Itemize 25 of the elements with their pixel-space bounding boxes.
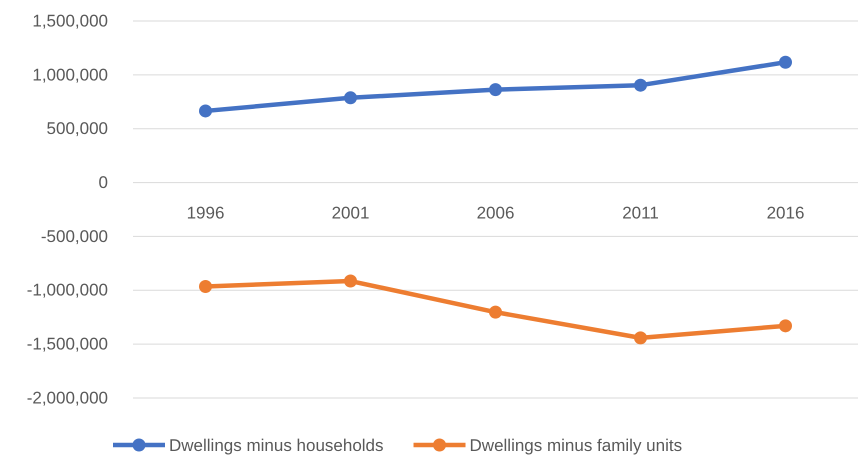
point <box>344 91 357 104</box>
x-tick-label: 2016 <box>766 204 804 223</box>
x-tick-label: 2011 <box>622 204 659 223</box>
y-tick-label: 1,000,000 <box>32 65 108 84</box>
y-tick-label: -1,000,000 <box>26 280 108 300</box>
y-tick-label: -1,500,000 <box>26 334 108 354</box>
y-tick-label: -500,000 <box>40 226 108 246</box>
point <box>199 104 212 118</box>
y-tick-label: 500,000 <box>46 119 108 138</box>
point <box>779 56 792 69</box>
y-tick-label: 0 <box>98 173 108 192</box>
point <box>634 78 647 92</box>
x-tick-label: 2001 <box>332 204 370 223</box>
y-tick-label: 1,500,000 <box>32 11 108 30</box>
point <box>489 306 502 319</box>
point <box>634 331 647 344</box>
legend-label: Dwellings minus family units <box>470 436 682 455</box>
y-tick-label: -2,000,000 <box>26 388 108 408</box>
legend-label: Dwellings minus households <box>169 436 384 455</box>
x-tick-label: 1996 <box>186 204 224 223</box>
point <box>489 83 502 96</box>
x-tick-label: 2006 <box>476 204 514 223</box>
point <box>779 319 792 332</box>
point <box>344 274 357 288</box>
point <box>199 280 212 294</box>
